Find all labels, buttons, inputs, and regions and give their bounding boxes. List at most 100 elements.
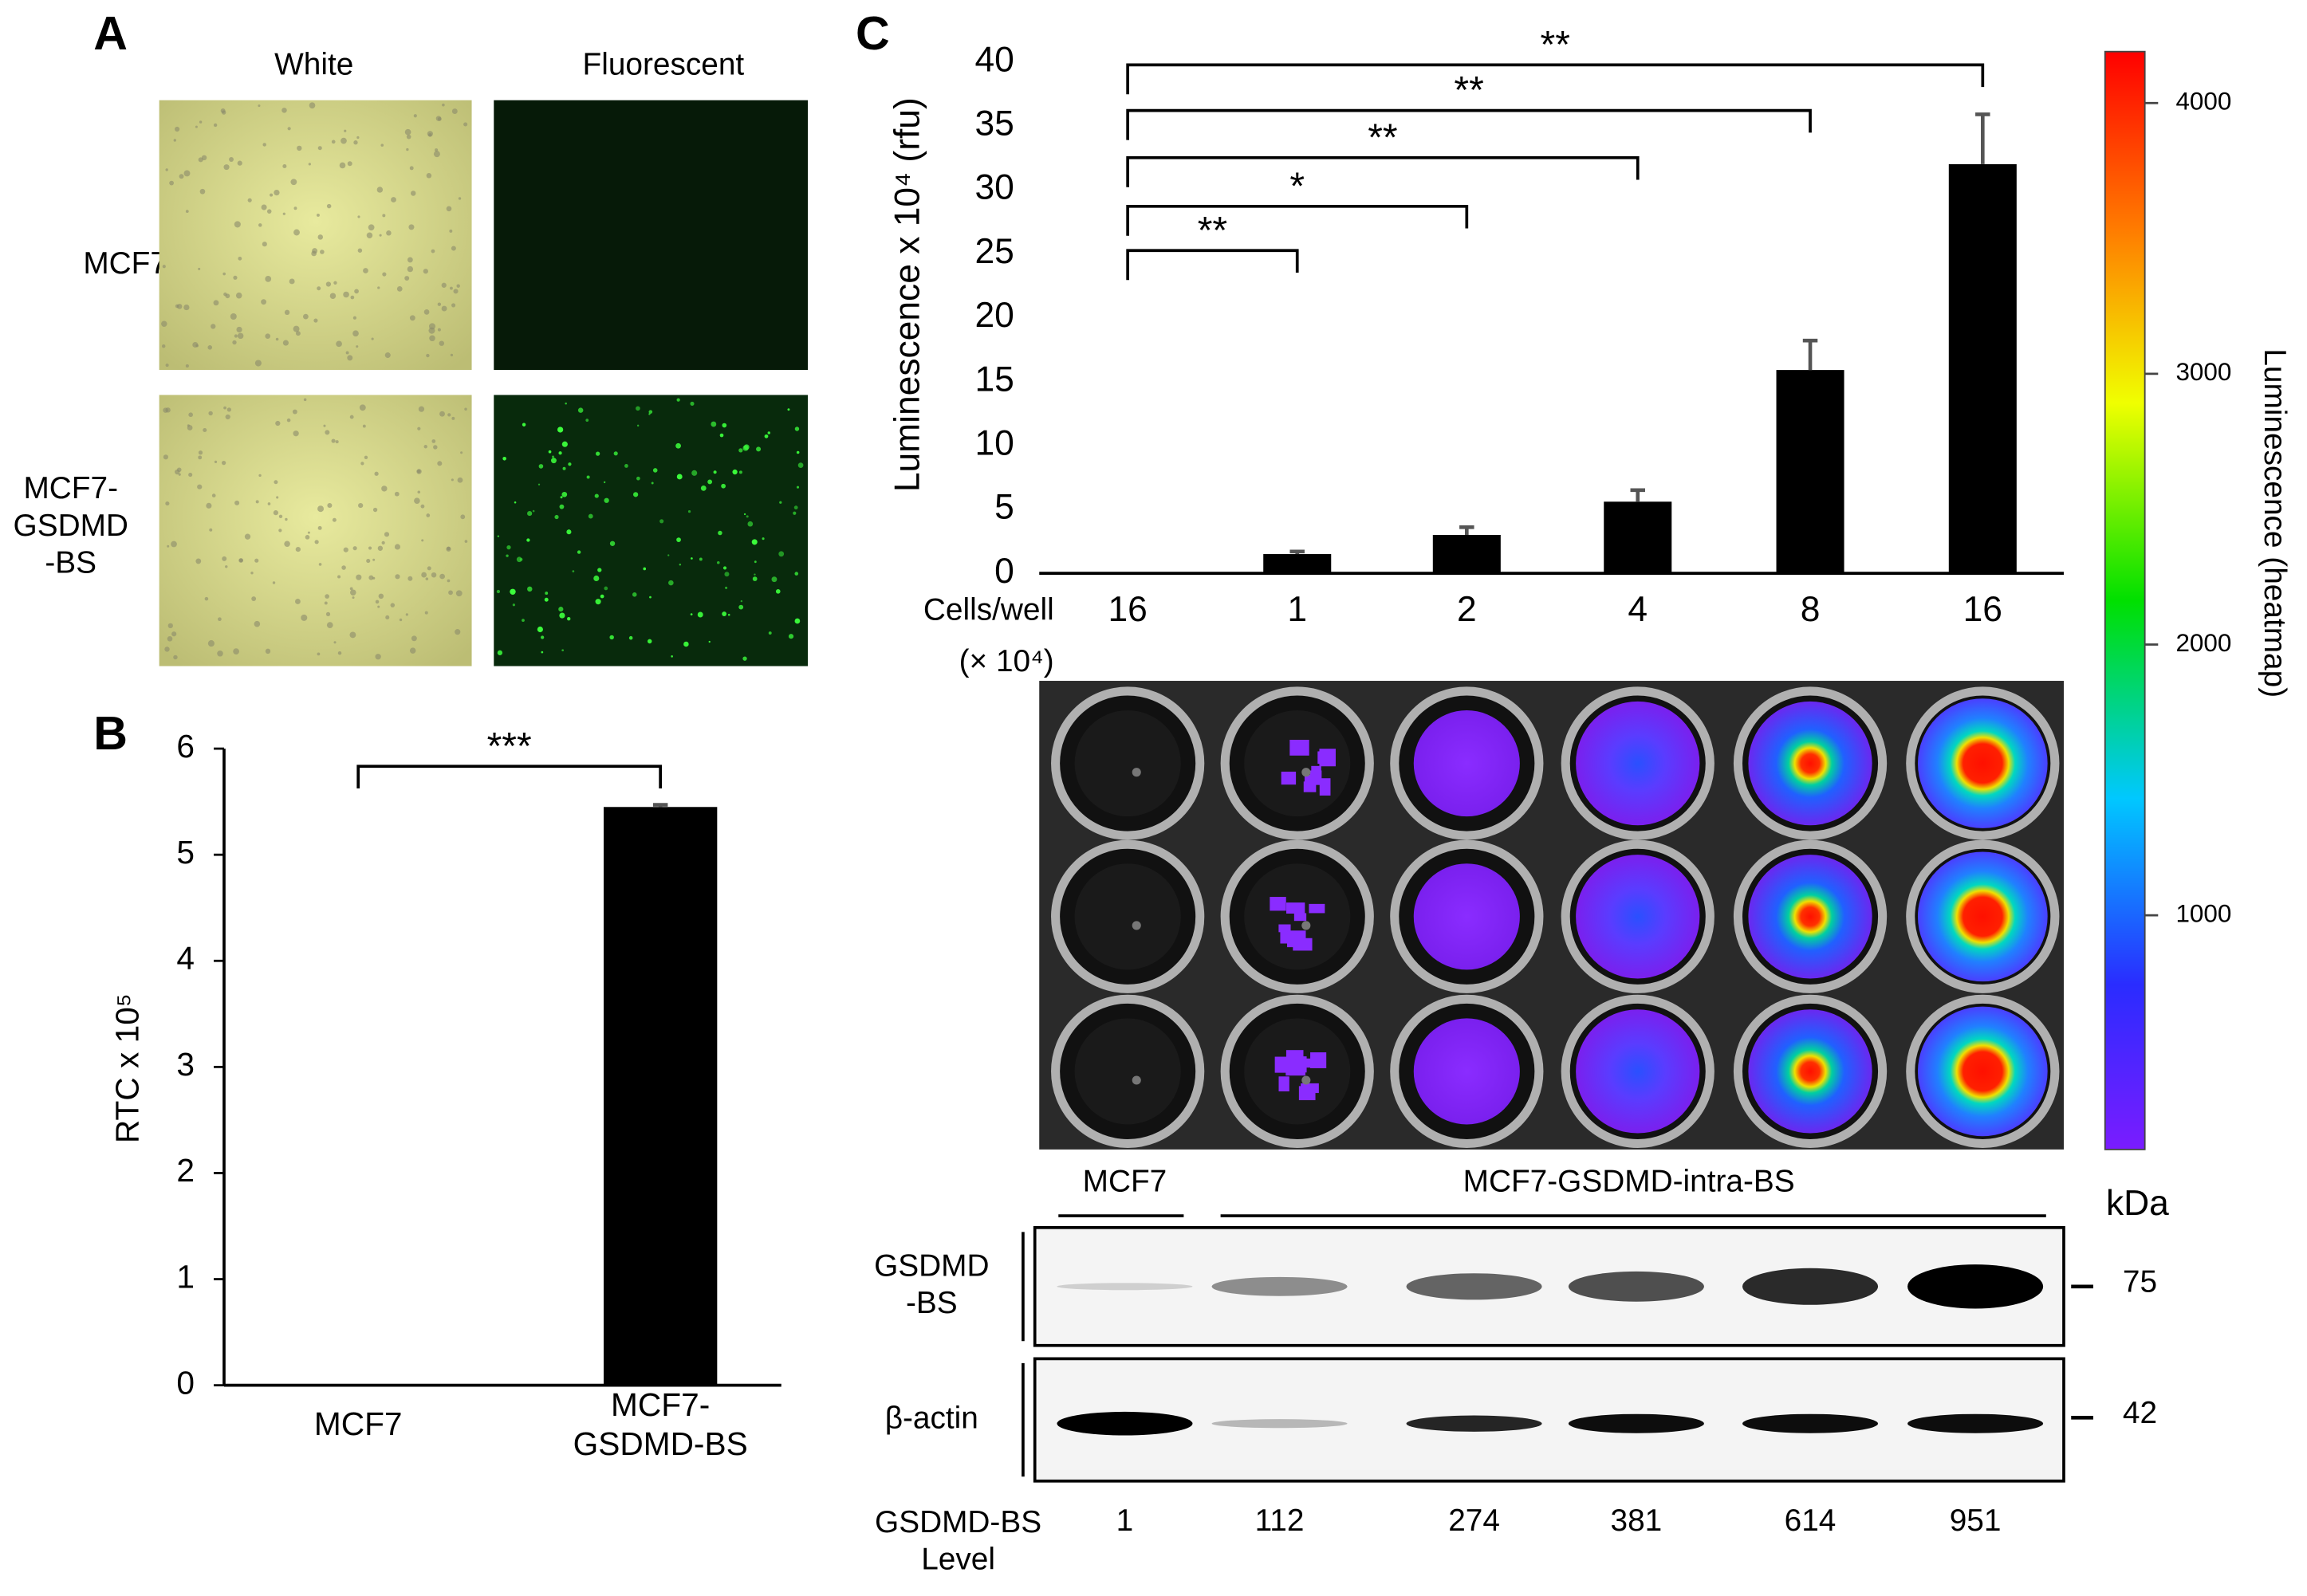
significance-bracket <box>1126 249 1299 281</box>
bar <box>1776 370 1844 574</box>
fluorescent-cell <box>595 451 600 456</box>
fluorescent-cell <box>676 474 683 480</box>
wells <box>1051 686 2060 1149</box>
cell <box>353 140 358 145</box>
fluorescent-cell <box>691 470 698 476</box>
cell <box>371 337 374 340</box>
well-signal <box>1413 710 1520 817</box>
cell <box>404 128 411 136</box>
well-signal <box>1576 1009 1700 1134</box>
y-tick-label: 2 <box>176 1152 195 1189</box>
cell <box>335 440 339 444</box>
cell <box>325 594 329 599</box>
well-signal <box>1289 739 1309 756</box>
cell <box>275 337 279 341</box>
fluorescent-cell <box>595 599 601 605</box>
fluorescent-cell <box>788 634 794 639</box>
y-tick-label: 35 <box>974 104 1014 143</box>
cell <box>165 501 170 506</box>
well-signal <box>1413 863 1520 970</box>
well-signal <box>1319 778 1331 796</box>
cell <box>377 286 380 289</box>
cell <box>378 593 384 599</box>
cell <box>324 601 328 605</box>
well-signal <box>1303 781 1317 792</box>
fluorescent-cell <box>764 434 769 438</box>
fluorescent-cell <box>716 560 720 564</box>
cell <box>363 268 368 273</box>
cell <box>442 103 445 107</box>
well-glint <box>1132 921 1141 930</box>
micrograph <box>159 100 472 370</box>
fluorescent-cell <box>796 450 800 454</box>
cell <box>395 574 400 580</box>
cell <box>295 331 301 336</box>
cell <box>426 173 432 179</box>
cell <box>332 517 337 522</box>
cell <box>455 590 463 597</box>
level-value: 951 <box>1950 1504 2002 1538</box>
fluorescent-cell <box>632 592 637 597</box>
cell <box>289 278 295 285</box>
fluorescent-cell <box>562 466 566 470</box>
cell <box>238 558 243 563</box>
column-label: White <box>274 47 353 81</box>
cell <box>407 265 414 273</box>
bar <box>1948 163 2017 574</box>
cell <box>262 242 267 247</box>
cell <box>391 197 396 202</box>
blot-band <box>1742 1268 1879 1305</box>
cell <box>187 424 190 427</box>
blot-row-label: GSDMD -BS <box>874 1249 989 1321</box>
panel-label: B <box>93 706 128 760</box>
fluorescent-cell <box>561 491 568 497</box>
cell <box>261 204 267 210</box>
significance-label: ** <box>1541 23 1570 66</box>
cell <box>352 316 357 320</box>
cell <box>377 545 384 551</box>
cell <box>329 293 337 299</box>
fluorescent-cell <box>676 398 680 402</box>
blot-unit: kDa <box>2106 1184 2169 1223</box>
cell <box>372 558 376 561</box>
cell <box>286 418 291 423</box>
cell <box>439 573 445 580</box>
cell <box>464 540 468 543</box>
cell <box>458 197 462 200</box>
cell <box>211 493 216 497</box>
cell <box>464 407 467 411</box>
cell <box>423 309 430 315</box>
cell <box>354 289 359 294</box>
cell <box>234 334 238 338</box>
cell <box>426 513 431 517</box>
fluorescent-cell <box>679 564 682 566</box>
cell <box>331 140 336 144</box>
well-signal <box>1748 1009 1872 1134</box>
fluorescent-cell <box>722 611 727 616</box>
cell <box>433 445 438 450</box>
fluorescent-cell <box>794 618 801 624</box>
cell <box>331 438 336 443</box>
cell <box>176 467 182 473</box>
well-glint <box>1301 1075 1311 1085</box>
cell <box>292 409 297 415</box>
cell <box>173 139 176 142</box>
cell <box>404 276 410 281</box>
colorbar-tick-label: 4000 <box>2175 88 2231 116</box>
y-tick-label: 3 <box>176 1046 195 1083</box>
fluorescent-cell <box>541 651 544 654</box>
fluorescent-cell <box>794 572 799 576</box>
cell <box>435 148 439 152</box>
fluorescent-cell <box>747 521 754 527</box>
cell <box>169 180 174 186</box>
cell <box>345 351 349 355</box>
cell <box>217 651 223 657</box>
fluorescent-cell <box>586 475 590 479</box>
cell <box>316 213 320 217</box>
cell <box>173 655 178 660</box>
cell <box>323 424 326 427</box>
cell <box>417 427 421 430</box>
cell <box>281 108 287 113</box>
fluorescent-cell <box>651 482 654 485</box>
cell <box>405 613 408 616</box>
